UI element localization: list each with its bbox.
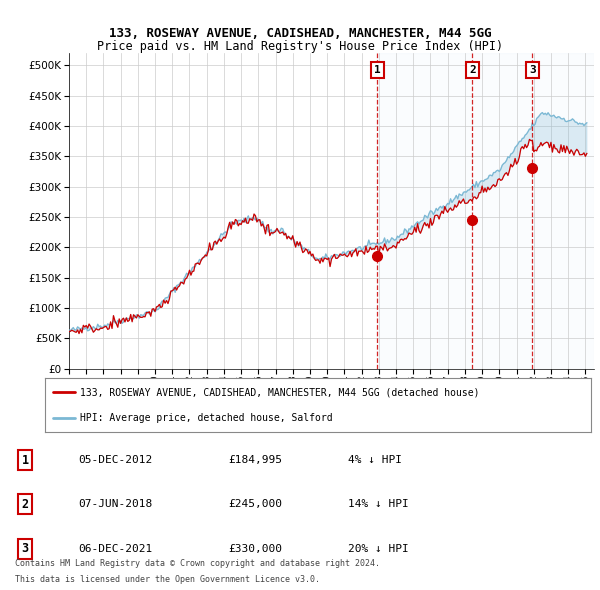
Text: 06-DEC-2021: 06-DEC-2021 — [78, 544, 152, 553]
Text: 07-JUN-2018: 07-JUN-2018 — [78, 500, 152, 509]
Text: 20% ↓ HPI: 20% ↓ HPI — [348, 544, 409, 553]
Text: 3: 3 — [529, 65, 536, 75]
Text: 1: 1 — [374, 65, 381, 75]
Text: £330,000: £330,000 — [228, 544, 282, 553]
Text: Price paid vs. HM Land Registry's House Price Index (HPI): Price paid vs. HM Land Registry's House … — [97, 40, 503, 53]
Text: HPI: Average price, detached house, Salford: HPI: Average price, detached house, Salf… — [80, 414, 333, 423]
Text: 4% ↓ HPI: 4% ↓ HPI — [348, 455, 402, 465]
Text: 133, ROSEWAY AVENUE, CADISHEAD, MANCHESTER, M44 5GG (detached house): 133, ROSEWAY AVENUE, CADISHEAD, MANCHEST… — [80, 387, 480, 397]
Text: 133, ROSEWAY AVENUE, CADISHEAD, MANCHESTER, M44 5GG: 133, ROSEWAY AVENUE, CADISHEAD, MANCHEST… — [109, 27, 491, 40]
Text: This data is licensed under the Open Government Licence v3.0.: This data is licensed under the Open Gov… — [15, 575, 320, 584]
Text: 14% ↓ HPI: 14% ↓ HPI — [348, 500, 409, 509]
Text: 1: 1 — [22, 454, 29, 467]
Text: 2: 2 — [22, 498, 29, 511]
Text: £245,000: £245,000 — [228, 500, 282, 509]
Text: 05-DEC-2012: 05-DEC-2012 — [78, 455, 152, 465]
Text: 3: 3 — [22, 542, 29, 555]
Text: £184,995: £184,995 — [228, 455, 282, 465]
Text: Contains HM Land Registry data © Crown copyright and database right 2024.: Contains HM Land Registry data © Crown c… — [15, 559, 380, 568]
Text: 2: 2 — [469, 65, 476, 75]
Bar — [377, 53, 594, 369]
